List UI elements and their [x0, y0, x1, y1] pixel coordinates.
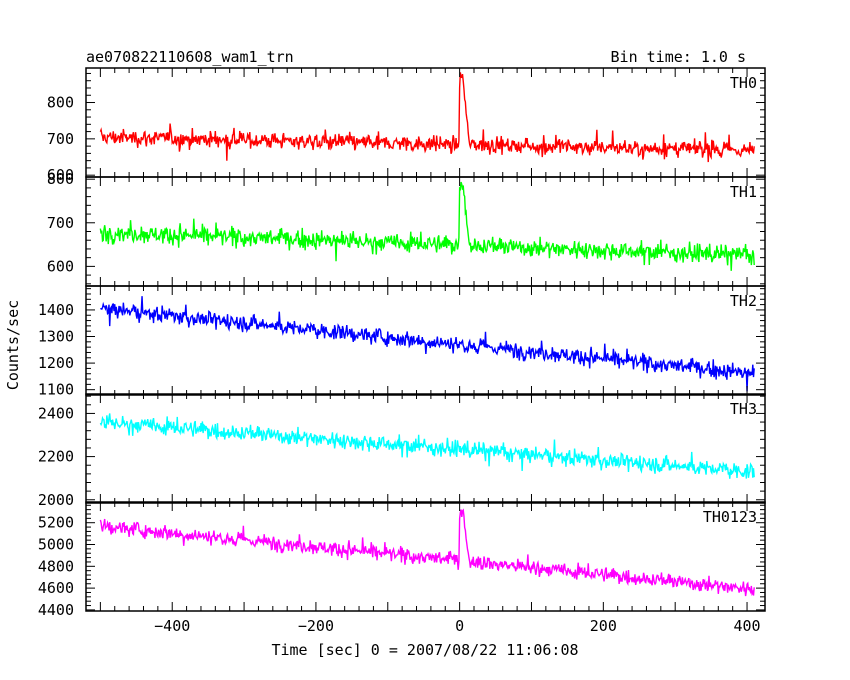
x-tick-label: −200: [298, 617, 334, 635]
panel-frame: [85, 176, 766, 287]
y-tick-label: 5200: [38, 514, 74, 532]
y-tick-label: 4800: [38, 557, 74, 575]
panel-frame: [85, 285, 766, 396]
panel-label-th0: TH0: [730, 74, 757, 92]
y-tick-label: 4400: [38, 601, 74, 619]
panels: 600 700 800 TH0 600 700 800 TH1 1100 1200 1300 1400…: [38, 67, 766, 635]
series-line-th0: [99, 72, 755, 163]
y-tick-label: 2200: [38, 448, 74, 466]
series-line-th1: [99, 181, 755, 271]
x-tick-label: 200: [590, 617, 617, 635]
chart-title: ae070822110608_wam1_trn: [86, 48, 294, 66]
panel-label-th0123: TH0123: [703, 508, 757, 526]
y-axis-title: Counts/sec: [4, 300, 22, 390]
y-tick-label: 2000: [38, 491, 74, 509]
y-tick-label: 800: [47, 94, 74, 112]
y-tick-label: 4600: [38, 579, 74, 597]
y-tick-label: 700: [47, 130, 74, 148]
y-tick-label: 800: [47, 170, 74, 188]
panel-th3: 2000 2200 2400 TH3: [38, 393, 766, 509]
series-line-th3: [99, 413, 755, 479]
panel-label-th3: TH3: [730, 400, 757, 418]
panel-frame: [85, 67, 766, 178]
x-tick-label: 0: [455, 617, 464, 635]
panel-label-th2: TH2: [730, 292, 757, 310]
panel-th1: 600 700 800 TH1: [47, 170, 766, 287]
y-tick-label: 1100: [38, 381, 74, 399]
panel-th2: 1100 1200 1300 1400 TH2: [38, 285, 766, 399]
y-tick-label: 1200: [38, 354, 74, 372]
y-tick-label: 600: [47, 257, 74, 275]
y-tick-label: 1400: [38, 301, 74, 319]
bin-time-label: Bin time: 1.0 s: [611, 48, 746, 66]
y-tick-label: 600: [47, 166, 74, 184]
x-tick-label: −400: [154, 617, 190, 635]
y-tick-label: 5000: [38, 536, 74, 554]
series-line-th0123: [99, 508, 755, 597]
x-axis-title: Time [sec] 0 = 2007/08/22 11:06:08: [271, 641, 578, 659]
y-tick-label: 1300: [38, 328, 74, 346]
y-tick-label: 700: [47, 214, 74, 232]
panel-th0: 600 700 800 TH0: [47, 67, 766, 184]
panel-frame: [85, 393, 766, 504]
panel-th0123: 4400 4600 4800 5000 5200 TH0123: [38, 501, 766, 619]
x-tick-label: 400: [733, 617, 760, 635]
y-tick-label: 2400: [38, 404, 74, 422]
series-line-th2: [100, 296, 755, 392]
panel-label-th1: TH1: [730, 183, 757, 201]
panel-frame: [85, 501, 766, 612]
